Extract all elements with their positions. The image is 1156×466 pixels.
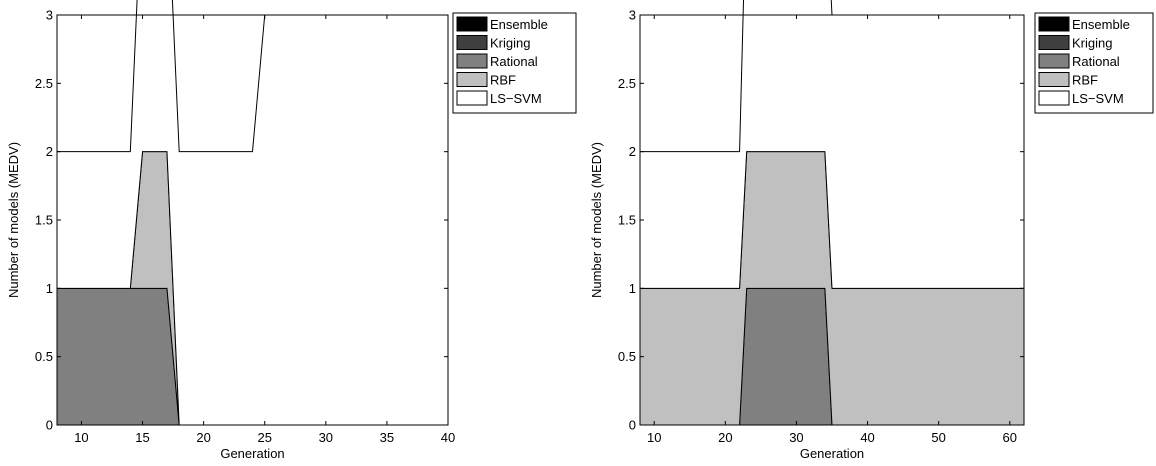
legend: Ensemble Kriging Rational RBF LS−SVM — [452, 12, 577, 114]
legend-label: Rational — [490, 54, 538, 69]
y-axis-label: Number of models (MEDV) — [589, 142, 604, 298]
legend-label: LS−SVM — [1072, 91, 1124, 106]
legend-label: RBF — [490, 73, 516, 88]
chart-1: 10 15 20 25 30 35 40 0 0.5 1 1.5 2 2.5 3 Generation Num… — [6, 0, 577, 461]
y-tick-label: 0 — [46, 418, 53, 433]
x-tick-label: 20 — [718, 430, 732, 445]
y-tick-label: 1 — [46, 281, 53, 296]
legend-label: LS−SVM — [490, 91, 542, 106]
x-tick-label: 30 — [319, 430, 333, 445]
legend-label: Ensemble — [490, 17, 548, 32]
y-tick-label: 1 — [629, 281, 636, 296]
chart-2: 10 20 30 40 50 60 0 0.5 1 1.5 2 2.5 3 Generation Numbe… — [589, 0, 1154, 461]
y-tick-label: 3 — [46, 8, 53, 23]
legend: Ensemble Kriging Rational RBF LS−SVM — [1034, 12, 1154, 114]
x-tick-label: 10 — [74, 430, 88, 445]
x-tick-label: 10 — [647, 430, 661, 445]
legend-swatch — [1038, 35, 1070, 50]
y-tick-label: 2 — [629, 144, 636, 159]
y-tick-label: 2.5 — [618, 76, 636, 91]
legend-swatch — [456, 35, 488, 50]
legend-label: RBF — [1072, 73, 1098, 88]
x-tick-label: 35 — [380, 430, 394, 445]
x-tick-label: 20 — [196, 430, 210, 445]
legend-label: Rational — [1072, 54, 1120, 69]
y-tick-label: 1.5 — [618, 213, 636, 228]
y-tick-label: 2 — [46, 144, 53, 159]
y-tick-label: 0 — [629, 418, 636, 433]
y-axis-label: Number of models (MEDV) — [6, 142, 21, 298]
legend-swatch — [1038, 16, 1070, 32]
legend-swatch — [456, 16, 488, 32]
legend-swatch — [1038, 53, 1070, 69]
x-axis-label: Generation — [800, 446, 864, 461]
x-tick-label: 60 — [1003, 430, 1017, 445]
legend-swatch — [1038, 72, 1070, 87]
legend-swatch — [456, 53, 488, 69]
y-tick-label: 0.5 — [35, 349, 53, 364]
x-tick-label: 40 — [860, 430, 874, 445]
x-tick-label: 50 — [931, 430, 945, 445]
x-tick-label: 40 — [441, 430, 455, 445]
y-tick-label: 2.5 — [35, 76, 53, 91]
y-tick-label: 3 — [629, 8, 636, 23]
legend-swatch — [456, 72, 488, 87]
legend-swatch — [456, 90, 488, 106]
legend-label: Kriging — [490, 36, 530, 51]
x-tick-label: 30 — [789, 430, 803, 445]
legend-label: Kriging — [1072, 36, 1112, 51]
x-axis-label: Generation — [220, 446, 284, 461]
legend-swatch — [1038, 90, 1070, 106]
y-tick-label: 0.5 — [618, 349, 636, 364]
y-tick-label: 1.5 — [35, 213, 53, 228]
x-tick-label: 25 — [257, 430, 271, 445]
legend-label: Ensemble — [1072, 17, 1130, 32]
x-tick-label: 15 — [135, 430, 149, 445]
